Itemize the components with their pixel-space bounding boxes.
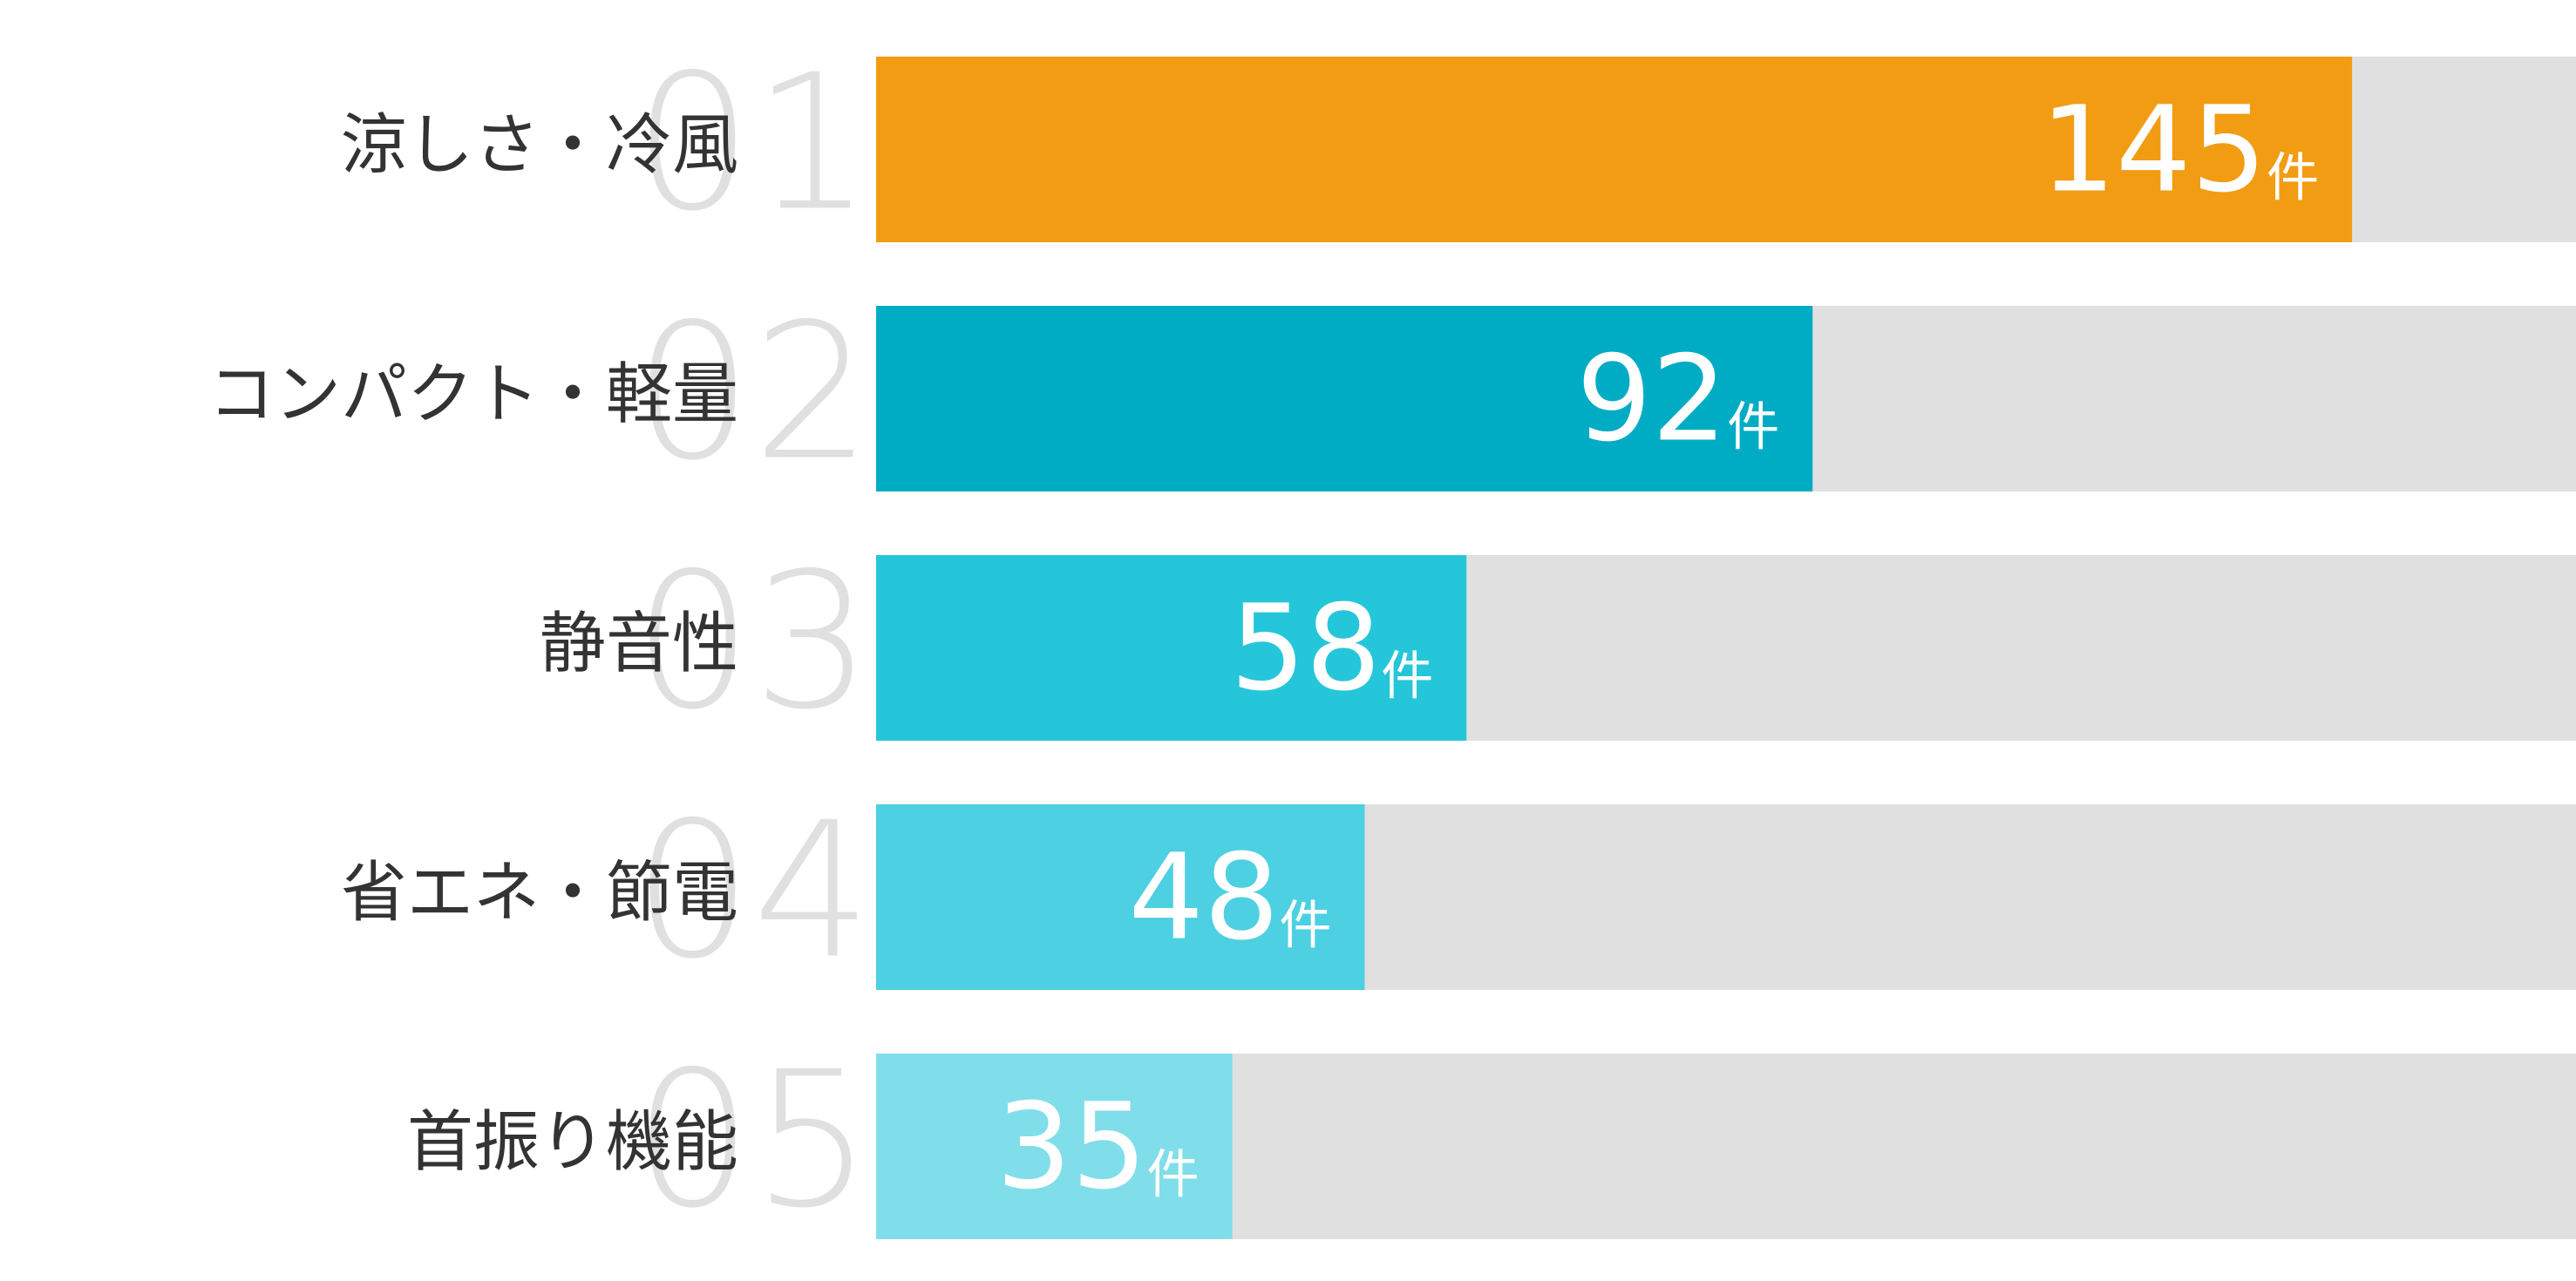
value-number: 58 (1230, 580, 1381, 718)
value-label: 92件 (1576, 331, 1779, 469)
bar (876, 555, 1467, 741)
bar (876, 57, 2353, 242)
bar (876, 1054, 1233, 1239)
rank-number: 05 (633, 1031, 872, 1250)
value-unit: 件 (1727, 396, 1779, 458)
value-unit: 件 (1147, 1144, 1200, 1205)
category-label: 静音性 (540, 604, 738, 681)
category-label: 首振り機能 (407, 1102, 738, 1180)
bar (876, 804, 1365, 990)
value-number: 92 (1576, 331, 1727, 469)
value-label: 35件 (996, 1079, 1200, 1217)
value-number: 48 (1128, 830, 1279, 967)
bar (876, 306, 1813, 491)
value-unit: 件 (1279, 895, 1331, 956)
rank-number: 04 (633, 782, 872, 1000)
value-number: 35 (996, 1079, 1147, 1217)
rank-number: 02 (633, 283, 872, 502)
rank-number: 01 (633, 34, 872, 253)
value-number: 145 (2041, 82, 2267, 220)
value-label: 145件 (2041, 82, 2320, 220)
category-label: 省エネ・節電 (341, 853, 738, 931)
category-label: 涼しさ・冷風 (341, 105, 738, 183)
value-label: 48件 (1128, 830, 1331, 967)
value-label: 58件 (1230, 580, 1433, 718)
value-unit: 件 (2267, 147, 2319, 208)
rank-number: 03 (633, 532, 872, 751)
category-label: コンパクト・軽量 (208, 355, 738, 432)
value-unit: 件 (1381, 646, 1433, 707)
